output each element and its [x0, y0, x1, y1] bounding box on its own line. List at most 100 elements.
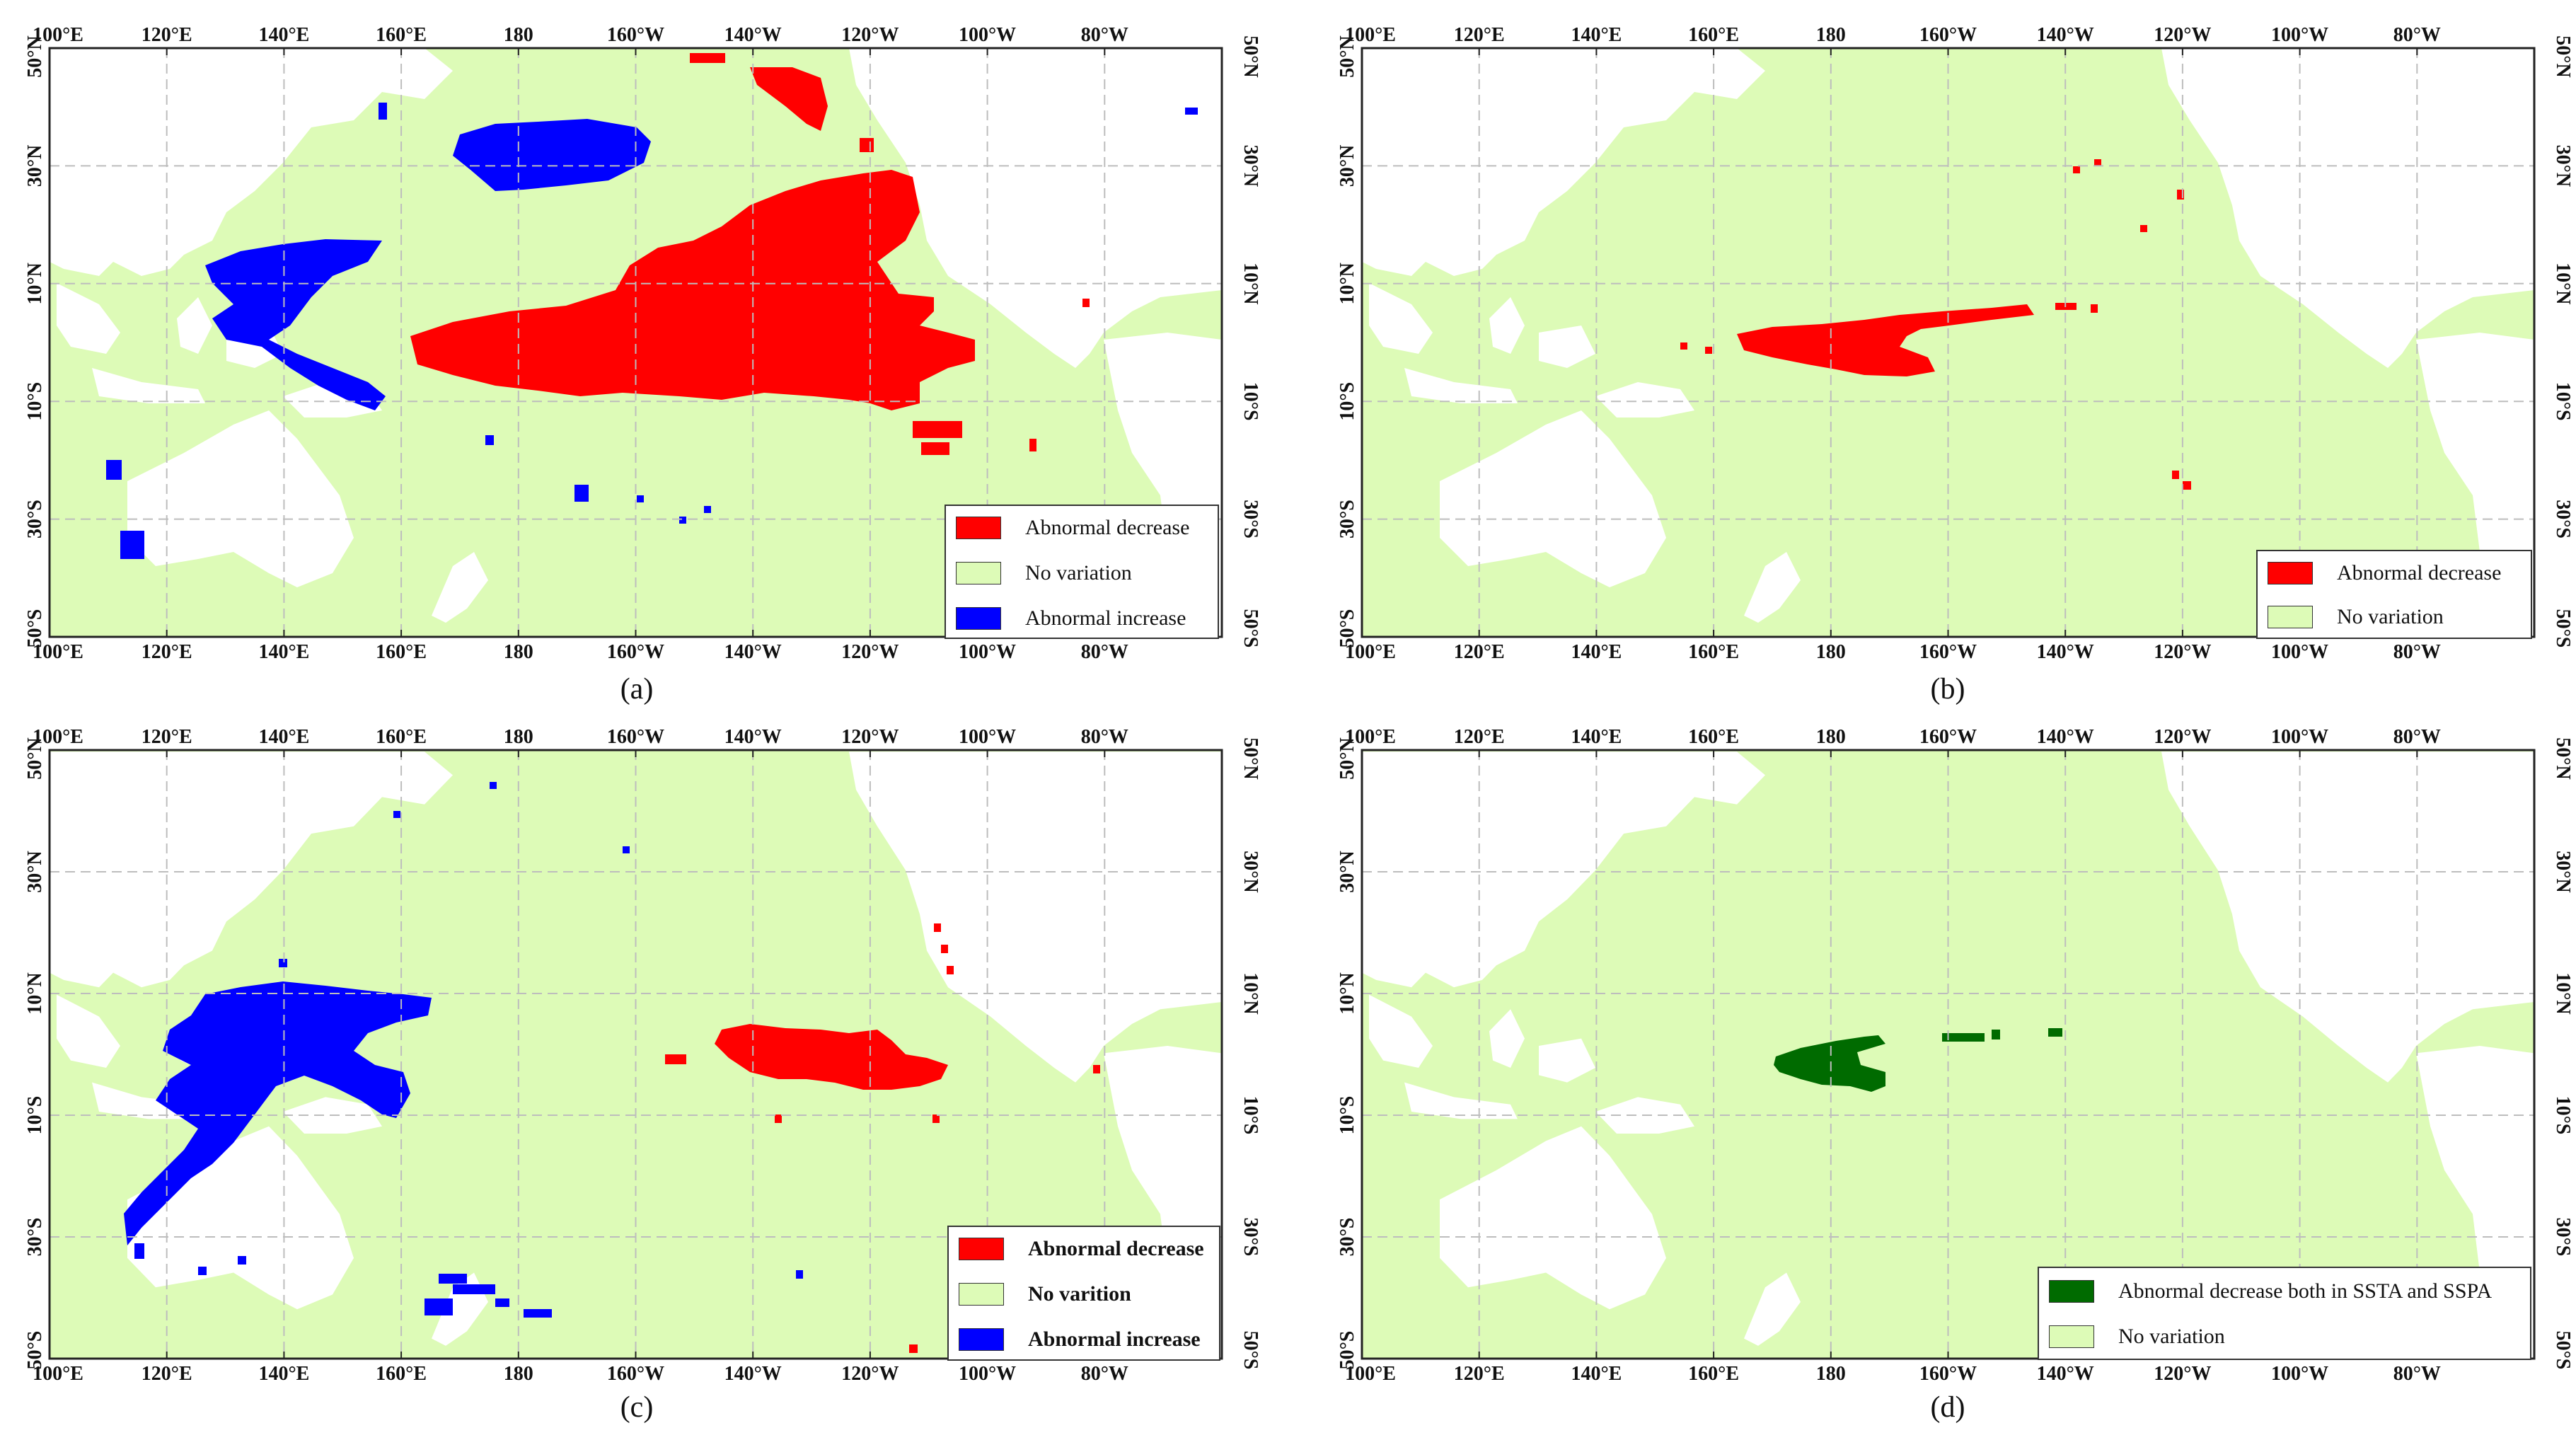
- lat-axis-right: 50°N 30°N 10°N 10°S 30°S 50°S: [1240, 35, 1261, 647]
- lat-tick-label: 30°N: [1240, 851, 1261, 892]
- legend-row: No varition: [959, 1282, 1131, 1306]
- legend-swatch: [2268, 562, 2313, 584]
- lon-tick-label: 100°E: [1345, 24, 1396, 46]
- lat-tick-label: 50°S: [1240, 609, 1261, 648]
- lat-tick-label: 30°N: [2552, 145, 2574, 187]
- map-svg-d: 100°E 120°E 140°E 160°E 180 160°W 140°W 120°W 10…: [1336, 726, 2574, 1385]
- lat-tick-label: 10°N: [1240, 972, 1261, 1014]
- lon-tick-label: 80°W: [2393, 641, 2441, 663]
- lat-tick-label: 30°N: [1336, 145, 1358, 187]
- lon-tick-label: 100°E: [33, 726, 83, 748]
- lon-tick-label: 100°W: [959, 641, 1016, 663]
- map-panel-b: 100°E 120°E 140°E 160°E 180 160°W 140°W 120°W 10…: [1312, 0, 2576, 715]
- both-decrease-cells: [1774, 1028, 2062, 1092]
- lon-tick-label: 120°E: [141, 24, 192, 46]
- lon-tick-label: 120°W: [2154, 1363, 2211, 1385]
- lat-tick-label: 30°N: [2552, 851, 2574, 892]
- lat-tick-label: 10°S: [1336, 1096, 1358, 1135]
- lon-tick-label: 100°W: [959, 24, 1016, 46]
- lat-tick-label: 10°S: [1240, 382, 1261, 421]
- lon-tick-label: 140°E: [258, 24, 309, 46]
- land-masses: [1362, 751, 2534, 1361]
- lat-tick-label: 30°N: [1240, 145, 1261, 187]
- map-svg-c: 100°E 120°E 140°E 160°E 180 160°W 140°W 120°W 10…: [24, 726, 1261, 1385]
- legend-d: Abnormal decrease both in SSTA and SSPA …: [2038, 1267, 2531, 1360]
- lat-tick-label: 10°S: [2552, 382, 2574, 421]
- lon-tick-label: 140°W: [2037, 726, 2094, 748]
- lon-tick-label: 180: [1816, 24, 1846, 46]
- lon-tick-label: 100°W: [959, 1363, 1016, 1385]
- legend-swatch: [2049, 1280, 2094, 1303]
- lon-tick-label: 100°E: [33, 641, 83, 663]
- legend-a: Abnormal decrease No variation Abnormal …: [945, 505, 1219, 639]
- lon-tick-label: 120°W: [841, 1363, 899, 1385]
- legend-row: Abnormal increase: [959, 1327, 1201, 1352]
- lon-tick-label: 120°E: [141, 641, 192, 663]
- lat-tick-label: 10°S: [24, 382, 46, 421]
- legend-row: Abnormal decrease: [959, 1237, 1204, 1261]
- lat-tick-label: 50°S: [24, 609, 46, 648]
- lon-axis-bottom: 100°E 120°E 140°E 160°E 180 160°W 140°W 120°W 10…: [1345, 1363, 2441, 1385]
- lon-tick-label: 80°W: [1081, 641, 1128, 663]
- lat-tick-label: 50°S: [2552, 1331, 2574, 1370]
- lat-tick-label: 50°N: [2552, 35, 2574, 77]
- lat-tick-label: 50°S: [1336, 609, 1358, 648]
- lon-tick-label: 100°E: [33, 24, 83, 46]
- lon-axis-bottom: 100°E 120°E 140°E 160°E 180 160°W 140°W 120°W 10…: [33, 1363, 1128, 1385]
- lon-tick-label: 140°W: [724, 641, 782, 663]
- lon-tick-label: 120°E: [141, 726, 192, 748]
- lat-tick-label: 10°S: [1240, 1096, 1261, 1135]
- lat-tick-label: 50°N: [24, 35, 46, 77]
- lon-tick-label: 100°E: [1345, 726, 1396, 748]
- land-masses: [50, 751, 1222, 1361]
- lon-tick-label: 160°E: [376, 726, 427, 748]
- lon-axis-top: 100°E 120°E 140°E 160°E 180 160°W 140°W 120°W 10…: [33, 726, 1128, 1359]
- legend-label: Abnormal increase: [1028, 1327, 1201, 1351]
- map-panel-c: 100°E 120°E 140°E 160°E 180 160°W 140°W 120°W 10…: [0, 718, 1288, 1440]
- lon-tick-label: 140°W: [724, 726, 782, 748]
- lat-tick-label: 50°S: [1240, 1331, 1261, 1370]
- lon-tick-label: 100°E: [1345, 1363, 1396, 1385]
- map-svg-a: 100°E 120°E 140°E 160°E 180 160°W 140°W 120°W 10…: [24, 24, 1261, 663]
- lon-tick-label: 180: [504, 641, 533, 663]
- lat-tick-label: 50°N: [1336, 737, 1358, 779]
- legend-row: No variation: [956, 561, 1132, 585]
- legend-label: Abnormal decrease: [2337, 561, 2502, 584]
- lon-tick-label: 140°E: [1571, 726, 1622, 748]
- lon-tick-label: 80°W: [2393, 726, 2441, 748]
- lon-tick-label: 140°E: [258, 641, 309, 663]
- legend-label: No variation: [2118, 1325, 2225, 1348]
- lat-axis-left: 50°N 30°N 10°N 10°S 30°S 50°S: [24, 737, 46, 1369]
- panel-caption: (d): [1930, 1391, 1965, 1424]
- lon-tick-label: 120°W: [2154, 641, 2211, 663]
- lon-axis-top: 100°E 120°E 140°E 160°E 180 160°W 140°W 120°W 10…: [33, 24, 1128, 637]
- lat-axis-right: 50°N 30°N 10°N 10°S 30°S 50°S: [2552, 737, 2574, 1369]
- map-panel-d: 100°E 120°E 140°E 160°E 180 160°W 140°W 120°W 10…: [1312, 718, 2576, 1440]
- lat-tick-label: 30°N: [24, 851, 46, 892]
- lon-tick-label: 160°W: [1919, 1363, 1977, 1385]
- lat-tick-label: 10°N: [1336, 972, 1358, 1014]
- land-masses: [50, 48, 1222, 637]
- lon-axis-bottom: 100°E 120°E 140°E 160°E 180 160°W 140°W 120°W 10…: [33, 641, 1128, 663]
- legend-row: Abnormal increase: [956, 606, 1186, 630]
- lat-tick-label: 50°N: [2552, 737, 2574, 779]
- lon-tick-label: 160°E: [1688, 1363, 1739, 1385]
- lat-tick-label: 30°S: [24, 1218, 46, 1257]
- lon-tick-label: 160°E: [1688, 726, 1739, 748]
- lat-tick-label: 30°S: [1240, 1218, 1261, 1257]
- legend-b: Abnormal decrease No variation: [2256, 550, 2532, 639]
- lat-tick-label: 50°N: [1240, 35, 1261, 77]
- lon-tick-label: 160°W: [607, 641, 664, 663]
- lat-tick-label: 30°S: [1240, 500, 1261, 538]
- lon-axis-bottom: 100°E 120°E 140°E 160°E 180 160°W 140°W 120°W 10…: [1345, 641, 2441, 663]
- lon-axis-top: 100°E 120°E 140°E 160°E 180 160°W 140°W 120°W 10…: [1345, 24, 2441, 637]
- lon-tick-label: 160°W: [1919, 24, 1977, 46]
- lat-tick-label: 50°S: [24, 1331, 46, 1370]
- lon-tick-label: 180: [1816, 726, 1846, 748]
- lat-tick-label: 10°N: [24, 972, 46, 1014]
- lon-tick-label: 180: [1816, 641, 1846, 663]
- lat-tick-label: 30°S: [24, 500, 46, 538]
- panel-caption: (b): [1930, 673, 1965, 705]
- lon-tick-label: 160°W: [607, 24, 664, 46]
- lon-tick-label: 140°E: [1571, 1363, 1622, 1385]
